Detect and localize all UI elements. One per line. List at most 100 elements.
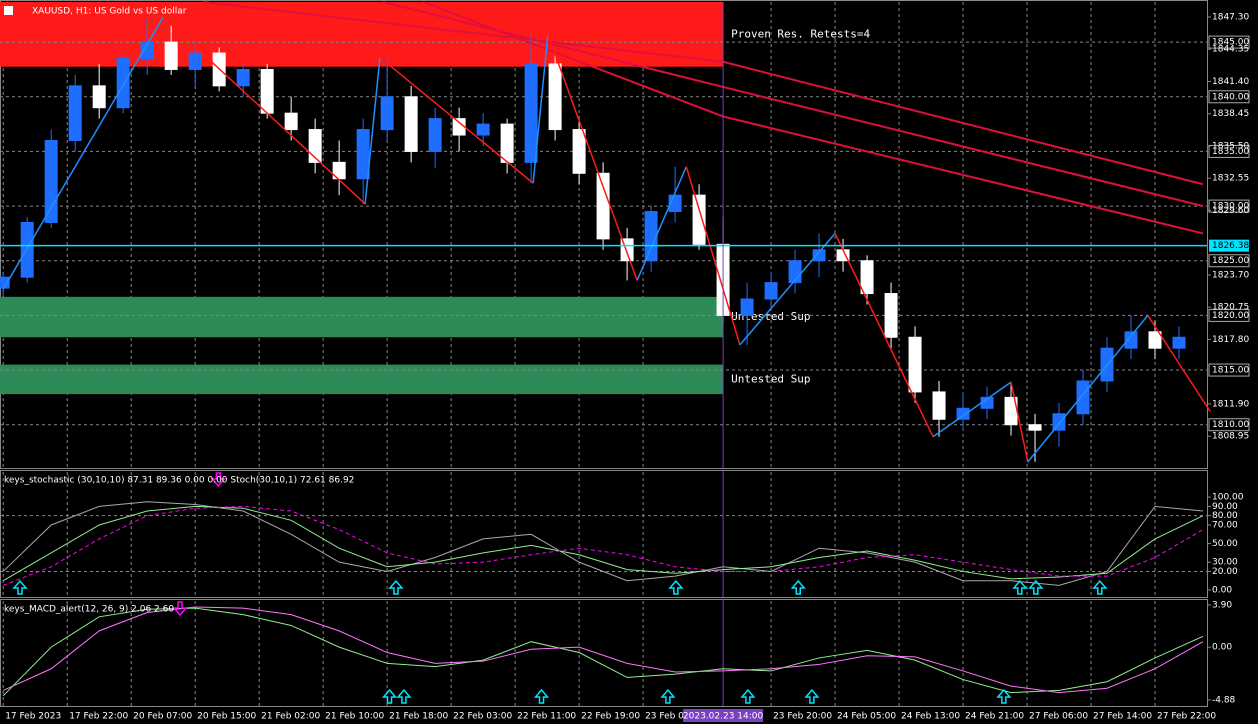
up-arrow: [740, 688, 756, 704]
y-tick-label: 1823.70: [1212, 270, 1249, 280]
indicator-title: keys_stochastic (30,10,10) 87.31 89.36 0…: [4, 476, 354, 486]
cursor-label: 2023.02.23 14:00: [683, 712, 764, 722]
up-arrow: [396, 688, 412, 704]
zigzag-segment: [532, 34, 549, 184]
y-tick-label: 1825.00: [1212, 256, 1249, 266]
symbol-icon: [4, 6, 13, 15]
candle-body: [116, 58, 130, 109]
zone-label: Proven Res. Retests=4: [731, 27, 870, 40]
y-tick-label: 1838.45: [1212, 109, 1249, 119]
zigzag-segment: [364, 57, 381, 204]
candle-body: [1076, 380, 1090, 415]
candle-body: [260, 68, 274, 114]
candle-body: [188, 52, 202, 70]
candle-body: [140, 41, 154, 60]
candle-body: [404, 96, 418, 152]
candle-body: [524, 63, 538, 163]
cursor-box: [683, 709, 764, 722]
y-tick-box: [1208, 363, 1250, 377]
candle-body: [764, 282, 778, 300]
up-arrow: [668, 579, 684, 595]
candle-body: [428, 118, 442, 152]
zigzag-segment: [1010, 381, 1029, 463]
y-tick-label: 1820.75: [1212, 303, 1249, 313]
indicator-title: keys_MACD_alert(12, 26, 9) 2.06 2.60: [4, 605, 174, 615]
x-tick-label: 17 Feb 22:00: [69, 712, 128, 722]
x-tick-label: 24 Feb 21:00: [965, 712, 1024, 722]
candle-body: [740, 298, 754, 316]
y-tick-label: 1832.55: [1212, 174, 1249, 184]
indicator-line: [2, 505, 1204, 582]
up-arrow: [790, 579, 806, 595]
zigzag-segment: [739, 232, 836, 346]
candle-body: [884, 293, 898, 338]
x-tick-label: 22 Feb 03:00: [453, 712, 512, 722]
candle-body: [596, 172, 610, 240]
candle-body: [1172, 336, 1186, 349]
indicator-line: [2, 606, 1204, 694]
zigzag-segment: [636, 166, 687, 281]
y-tick-label: 50.00: [1212, 539, 1238, 549]
x-tick-label: 20 Feb 15:00: [197, 712, 256, 722]
candle-body: [548, 63, 562, 131]
up-arrow: [388, 579, 404, 595]
x-tick-label: 21 Feb 02:00: [261, 712, 320, 722]
x-tick-label: 23 Feb 20:00: [773, 712, 832, 722]
y-tick-box: [1208, 35, 1250, 49]
y-tick-label: 0.00: [1212, 643, 1232, 653]
up-arrow: [804, 688, 820, 704]
candle-body: [500, 123, 514, 163]
y-tick-label: 1808.95: [1212, 432, 1249, 442]
candle-body: [812, 249, 826, 262]
up-arrow: [660, 688, 676, 704]
candle-body: [860, 260, 874, 295]
y-tick-label: 1811.90: [1212, 399, 1249, 409]
candle-body: [164, 41, 178, 70]
candle-body: [356, 129, 370, 180]
y-tick-label: 1844.35: [1212, 45, 1249, 55]
y-tick-label: 70.00: [1212, 520, 1238, 530]
y-tick-box: [1208, 418, 1250, 432]
zigzag-segment: [1027, 314, 1149, 463]
y-tick-label: 30.00: [1212, 558, 1238, 568]
x-tick-label: 21 Feb 10:00: [325, 712, 384, 722]
y-tick-label: 1810.00: [1212, 420, 1249, 430]
y-tick-label: 1830.00: [1212, 202, 1249, 212]
zigzag-segment: [685, 166, 741, 346]
y-tick-label: 1835.00: [1212, 147, 1249, 157]
up-arrow: [533, 688, 550, 704]
x-tick-label: 22 Feb 19:00: [581, 712, 640, 722]
indicator-line: [2, 501, 1204, 586]
y-tick-label: 1845.00: [1212, 38, 1249, 48]
zigzag-segment: [379, 56, 534, 184]
x-tick-label: 23 Feb 04:00: [645, 712, 704, 722]
y-tick-box: [1208, 199, 1250, 213]
y-tick-box: [1208, 308, 1250, 322]
y-tick-box: [1208, 254, 1250, 268]
down-arrow: [210, 472, 226, 488]
candle-body: [92, 85, 106, 109]
candle-body: [1148, 331, 1162, 349]
x-tick-label: 21 Feb 18:00: [389, 712, 448, 722]
y-tick-label: 100.00: [1212, 493, 1244, 503]
indicator-line: [3, 505, 1204, 586]
candle-body: [236, 68, 250, 87]
zone: [0, 296, 724, 338]
up-arrow: [1012, 579, 1028, 595]
candle-body: [692, 194, 706, 245]
y-tick-label: 0.00: [1212, 586, 1232, 596]
y-tick-label: 1835.50: [1212, 141, 1249, 151]
y-tick-label: 80.00: [1212, 511, 1238, 521]
y-tick-label: 1841.40: [1212, 77, 1249, 87]
candle-body: [644, 211, 658, 262]
x-tick-label: 20 Feb 07:00: [133, 712, 192, 722]
candle-body: [572, 129, 586, 174]
up-arrow: [381, 688, 398, 704]
zigzag-segment: [932, 381, 1012, 438]
x-tick-label: 27 Feb 22:00: [1157, 712, 1216, 722]
y-tick-label: 1840.00: [1212, 92, 1249, 102]
candle-body: [956, 407, 970, 420]
x-tick-label: 22 Feb 11:00: [517, 712, 576, 722]
candle-body: [332, 161, 346, 180]
